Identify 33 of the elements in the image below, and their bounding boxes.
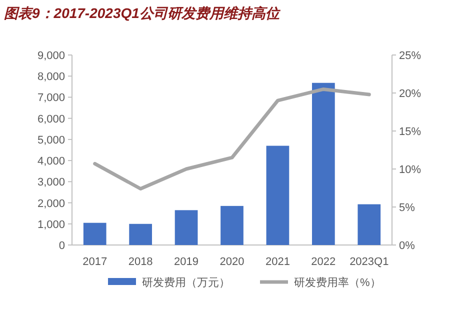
bar (220, 206, 244, 245)
chart-title: 图表9：2017-2023Q1公司研发费用维持高位 (4, 5, 282, 21)
bar (83, 222, 106, 245)
y2-tick-label: 20% (399, 88, 422, 100)
y2-tick-label: 10% (399, 164, 422, 176)
legend-label: 研发费用（万元） (142, 276, 230, 289)
y-tick-label: 4,000 (37, 156, 65, 168)
y-tick-label: 2,000 (37, 198, 65, 210)
x-tick-label: 2020 (220, 256, 244, 268)
bar (266, 146, 290, 245)
x-tick-label: 2017 (82, 256, 108, 268)
x-tick-label: 2018 (128, 256, 153, 268)
x-tick-label: 2023Q1 (350, 256, 389, 268)
bar (312, 82, 335, 245)
bar (174, 210, 198, 245)
y2-tick-label: 15% (399, 126, 422, 138)
y2-tick-label: 5% (399, 202, 416, 214)
x-tick-label: 2019 (174, 256, 199, 268)
y-tick-label: 7,000 (37, 92, 65, 104)
bar (129, 224, 152, 245)
y-tick-label: 3,000 (37, 176, 65, 189)
bar (358, 204, 381, 245)
legend-label: 研发费用率（%） (294, 276, 381, 289)
y2-tick-label: 25% (399, 50, 422, 62)
y2-tick-label: 0% (399, 240, 416, 252)
y-tick-label: 1,000 (37, 218, 65, 231)
y-tick-label: 8,000 (37, 71, 65, 84)
y-tick-label: 9,000 (37, 50, 65, 62)
x-tick-label: 2021 (265, 256, 290, 268)
x-tick-label: 2022 (311, 256, 336, 268)
y-tick-label: 0 (58, 240, 65, 252)
y-tick-label: 6,000 (37, 113, 65, 126)
y-tick-label: 5,000 (37, 134, 65, 146)
